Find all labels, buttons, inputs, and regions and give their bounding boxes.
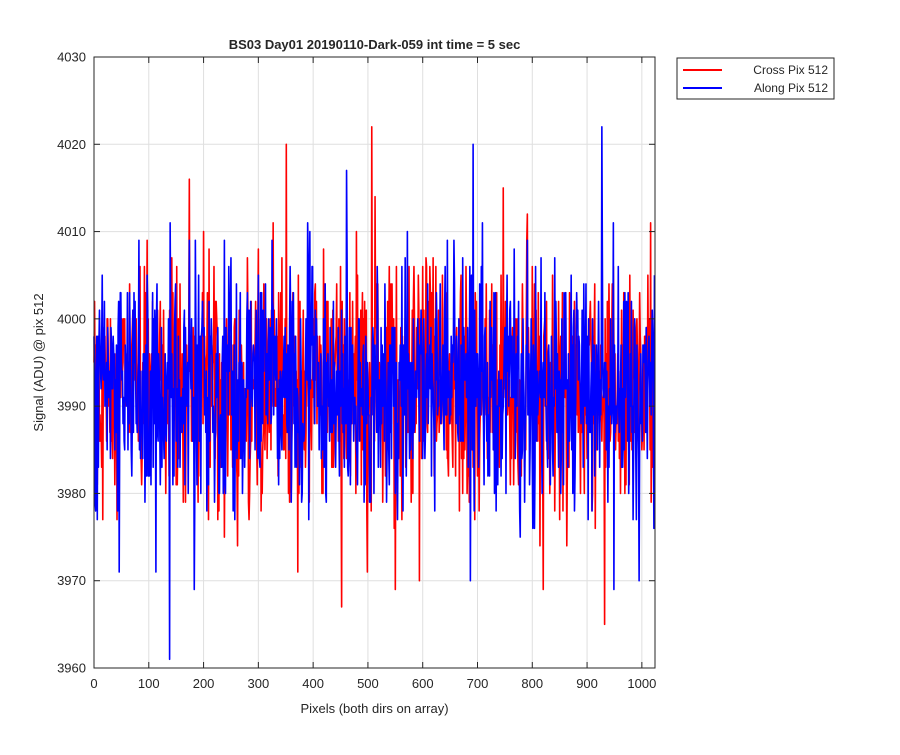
x-tick-label: 900 [576,676,598,691]
legend-label-cross: Cross Pix 512 [753,63,828,77]
legend-label-along: Along Pix 512 [754,81,828,95]
y-tick-label: 4000 [57,311,86,326]
x-tick-label: 1000 [627,676,656,691]
x-axis-label: Pixels (both dirs on array) [300,701,448,716]
x-tick-label: 300 [248,676,270,691]
y-tick-label: 3980 [57,486,86,501]
legend-box [676,57,835,100]
chart-title: BS03 Day01 20190110-Dark-059 int time = … [229,37,521,52]
x-tick-label: 500 [357,676,379,691]
plot-frame [93,56,656,669]
y-tick-label: 3960 [57,661,86,676]
series-layer [93,126,656,661]
y-tick-label: 3970 [57,573,86,588]
y-tick-label: 4010 [57,224,86,239]
y-tick-label: 4030 [57,50,86,65]
axis-ticks: 0 100 200 300 400 500 600 700 800 900 1000 3960 3970… [57,50,656,692]
series-line-along-pix-512 [93,126,656,661]
x-tick-label: 100 [138,676,160,691]
y-axis-label: Signal (ADU) @ pix 512 [31,293,46,431]
x-tick-label: 400 [302,676,324,691]
x-tick-label: 700 [467,676,489,691]
x-tick-label: 0 [90,676,97,691]
legend: Cross Pix 512 Along Pix 512 [676,57,835,100]
y-tick-label: 3990 [57,399,86,414]
y-tick-label: 4020 [57,137,86,152]
x-tick-label: 600 [412,676,434,691]
x-tick-label: 200 [193,676,215,691]
x-tick-label: 800 [521,676,543,691]
